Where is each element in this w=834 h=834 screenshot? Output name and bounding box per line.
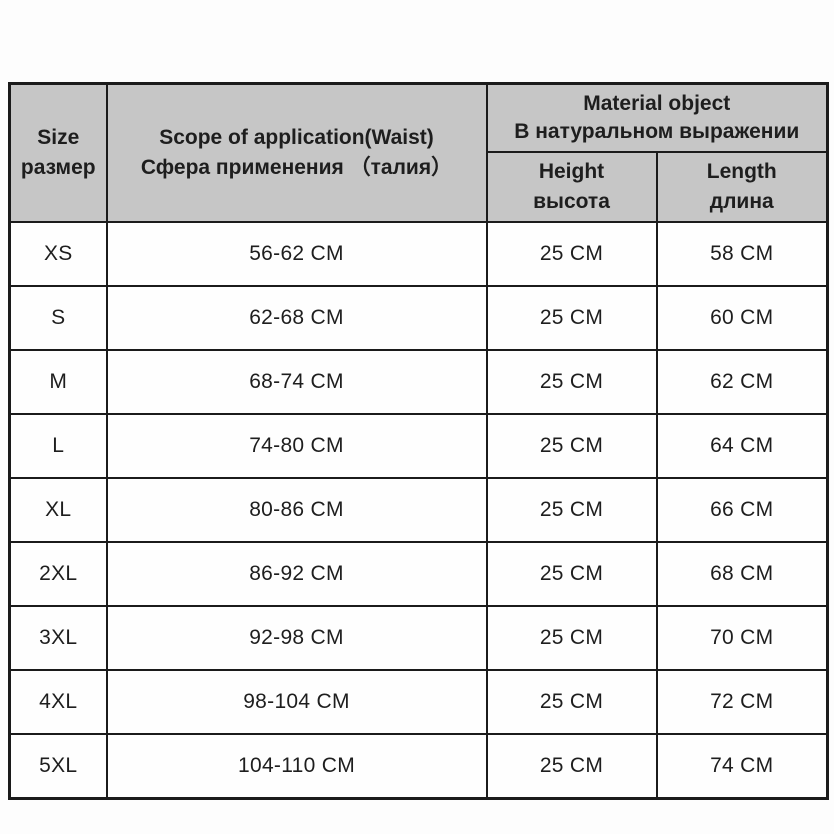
- cell-waist: 104-110 CM: [105, 733, 488, 800]
- cell-size: 2XL: [8, 541, 108, 608]
- header-scope-en: Scope of application(Waist): [159, 125, 434, 149]
- cell-size: L: [8, 413, 108, 480]
- table-row: 5XL 104-110 CM 25 CM 74 CM: [8, 733, 829, 800]
- cell-height: 25 CM: [485, 413, 658, 480]
- table-row: S 62-68 CM 25 CM 60 CM: [8, 285, 829, 352]
- table-row: L 74-80 CM 25 CM 64 CM: [8, 413, 829, 480]
- cell-waist: 56-62 CM: [105, 221, 488, 288]
- header-material: Material object В натуральном выражении: [485, 82, 829, 153]
- header-scope-ru: Сфера применения （талия）: [140, 156, 453, 180]
- table-header: Size размер Scope of application(Waist) …: [8, 82, 829, 224]
- cell-length: 70 CM: [655, 605, 829, 672]
- cell-length: 58 CM: [655, 221, 829, 288]
- table-body: XS 56-62 CM 25 CM 58 CM S 62-68 CM 25 CM…: [8, 221, 829, 800]
- table-row: 2XL 86-92 CM 25 CM 68 CM: [8, 541, 829, 608]
- header-length-ru: длина: [709, 189, 774, 213]
- header-scope: Scope of application(Waist) Сфера примен…: [105, 82, 488, 224]
- cell-waist: 80-86 CM: [105, 477, 488, 544]
- header-size: Size размер: [8, 82, 108, 224]
- cell-length: 68 CM: [655, 541, 829, 608]
- header-size-ru: размер: [20, 156, 96, 180]
- cell-height: 25 CM: [485, 477, 658, 544]
- header-row-sub: Height высота Length длина: [10, 150, 829, 224]
- cell-length: 74 CM: [655, 733, 829, 800]
- size-chart-table: Size размер Scope of application(Waist) …: [8, 82, 829, 800]
- cell-length: 64 CM: [655, 413, 829, 480]
- cell-waist: 86-92 CM: [105, 541, 488, 608]
- cell-length: 72 CM: [655, 669, 829, 736]
- header-length-en: Length: [706, 159, 777, 183]
- cell-height: 25 CM: [485, 349, 658, 416]
- header-row-top: Size размер Scope of application(Waist) …: [8, 82, 829, 224]
- cell-size: 3XL: [8, 605, 108, 672]
- table-row: 4XL 98-104 CM 25 CM 72 CM: [8, 669, 829, 736]
- cell-height: 25 CM: [485, 733, 658, 800]
- cell-height: 25 CM: [485, 285, 658, 352]
- cell-height: 25 CM: [485, 669, 658, 736]
- header-height-en: Height: [538, 159, 605, 183]
- cell-size: M: [8, 349, 108, 416]
- cell-waist: 74-80 CM: [105, 413, 488, 480]
- header-material-ru: В натуральном выражении: [514, 119, 800, 143]
- cell-height: 25 CM: [485, 221, 658, 288]
- table-row: 3XL 92-98 CM 25 CM 70 CM: [8, 605, 829, 672]
- header-size-en: Size: [37, 125, 80, 149]
- header-material-en: Material object: [583, 92, 731, 116]
- cell-size: XL: [8, 477, 108, 544]
- cell-height: 25 CM: [485, 541, 658, 608]
- cell-length: 60 CM: [655, 285, 829, 352]
- cell-height: 25 CM: [485, 605, 658, 672]
- cell-waist: 68-74 CM: [105, 349, 488, 416]
- cell-waist: 92-98 CM: [105, 605, 488, 672]
- cell-size: XS: [8, 221, 108, 288]
- header-height: Height высота: [485, 150, 658, 224]
- table-row: XS 56-62 CM 25 CM 58 CM: [8, 221, 829, 288]
- cell-size: S: [8, 285, 108, 352]
- header-height-ru: высота: [533, 189, 610, 213]
- cell-size: 5XL: [8, 733, 108, 800]
- cell-size: 4XL: [8, 669, 108, 736]
- table-row: XL 80-86 CM 25 CM 66 CM: [8, 477, 829, 544]
- cell-length: 62 CM: [655, 349, 829, 416]
- cell-length: 66 CM: [655, 477, 829, 544]
- header-length: Length длина: [655, 150, 829, 224]
- cell-waist: 62-68 CM: [105, 285, 488, 352]
- cell-waist: 98-104 CM: [105, 669, 488, 736]
- table-row: M 68-74 CM 25 CM 62 CM: [8, 349, 829, 416]
